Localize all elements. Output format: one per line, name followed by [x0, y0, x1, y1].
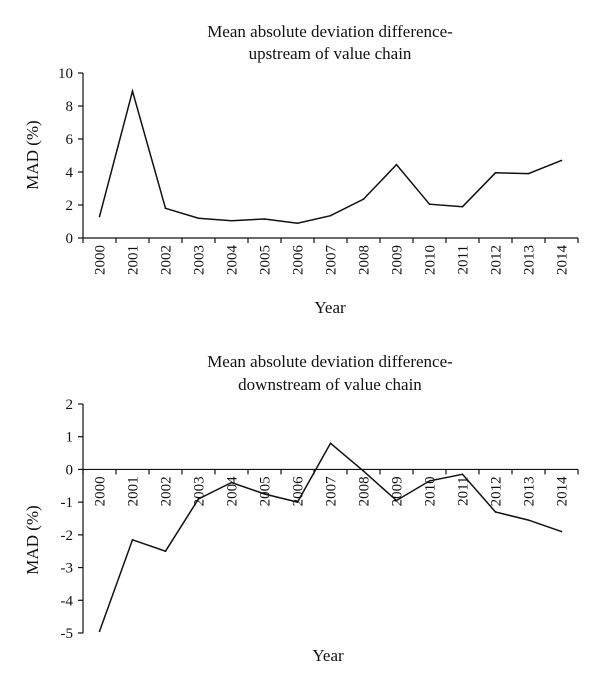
y-tick-label: 2	[66, 198, 74, 214]
data-point	[494, 511, 497, 513]
x-tick-label: 2012	[489, 245, 505, 275]
x-tick-label: 2008	[357, 476, 373, 506]
x-tick-label: 2007	[324, 476, 340, 507]
data-point	[98, 630, 101, 633]
series	[98, 442, 563, 633]
y-tick-label: -1	[61, 495, 74, 511]
data-point	[230, 481, 233, 484]
data-point	[461, 205, 464, 208]
y-axis-label: MAD (%)	[23, 505, 42, 574]
data-point	[560, 530, 563, 533]
data-point	[329, 442, 332, 445]
y-tick-label: 2	[66, 397, 74, 413]
y-tick-label: 0	[66, 462, 74, 478]
x-tick-label: 2014	[555, 476, 571, 507]
x-tick-label: 2009	[390, 245, 406, 275]
x-tick-label: 2006	[291, 476, 307, 507]
chart-title-line-1: Mean absolute deviation difference-	[207, 22, 453, 41]
y-tick-label: 6	[66, 132, 74, 148]
data-point	[395, 163, 398, 166]
x-tick-label: 2010	[423, 245, 439, 275]
x-tick-label: 2007	[324, 245, 340, 276]
x-tick-label: 2003	[192, 476, 208, 506]
x-tick-label: 2008	[357, 245, 373, 275]
x-ticks: 2000 2001 2002 2003 2004 2005 2006 2007 2008 2009…	[82, 469, 579, 507]
y-tick-label: 1	[66, 430, 74, 446]
x-tick-label: 2014	[555, 245, 571, 276]
downstream-chart: Mean absolute deviation difference- down…	[23, 352, 579, 665]
series-line	[98, 88, 562, 224]
data-point	[131, 90, 134, 92]
y-ticks: 0 2 4 6 8 10	[58, 66, 83, 247]
x-tick-label: 2004	[225, 245, 241, 276]
chart-title-line-2: downstream of value chain	[238, 375, 422, 394]
series	[98, 88, 563, 224]
x-tick-label: 2010	[423, 476, 439, 506]
data-point	[362, 470, 365, 472]
data-point	[362, 198, 365, 201]
data-point	[428, 480, 431, 482]
data-point	[230, 219, 233, 222]
y-tick-label: -4	[61, 593, 74, 609]
y-tick-label: 10	[58, 66, 73, 82]
x-tick-label: 2002	[159, 476, 175, 506]
data-point	[296, 501, 299, 503]
x-tick-label: 2005	[258, 476, 274, 506]
axes	[82, 73, 578, 239]
upstream-chart: Mean absolute deviation difference- upst…	[23, 22, 579, 317]
x-tick-label: 2013	[522, 245, 538, 275]
x-tick-label: 2001	[126, 476, 142, 506]
x-tick-label: 2011	[456, 476, 472, 505]
y-tick-label: -2	[61, 528, 74, 544]
y-tick-label: 8	[66, 99, 74, 115]
x-tick-label: 2002	[159, 245, 175, 275]
y-tick-label: 0	[66, 231, 74, 247]
data-point	[131, 538, 134, 541]
data-point	[461, 473, 464, 476]
data-point	[329, 214, 332, 217]
data-point	[98, 215, 101, 218]
x-tick-label: 2001	[126, 245, 142, 275]
data-point	[197, 498, 200, 500]
chart-title-line-1: Mean absolute deviation difference-	[207, 352, 453, 371]
x-axis-label: Year	[314, 298, 346, 317]
data-point	[164, 207, 167, 210]
x-tick-label: 2009	[390, 476, 406, 506]
data-point	[494, 172, 497, 174]
data-point	[296, 222, 299, 224]
chart-title-line-2: upstream of value chain	[249, 44, 412, 63]
y-axis-label: MAD (%)	[23, 120, 42, 189]
data-point	[560, 159, 563, 162]
x-ticks: 2000 2001 2002 2003 2004 2005 2006 2007 2008 2009…	[82, 238, 579, 276]
series-line	[98, 442, 562, 632]
x-tick-label: 2004	[225, 476, 241, 507]
x-tick-label: 2006	[291, 245, 307, 276]
data-point	[527, 519, 530, 521]
data-point	[395, 499, 398, 502]
x-axis-label: Year	[312, 646, 344, 665]
axes	[82, 404, 578, 633]
data-point	[263, 218, 266, 220]
y-ticks: -5 -4 -3 -2 -1 0 1 2	[61, 397, 83, 642]
x-tick-label: 2000	[93, 245, 109, 275]
data-point	[197, 217, 200, 219]
x-tick-label: 2003	[192, 245, 208, 275]
x-tick-label: 2012	[489, 476, 505, 506]
data-point	[527, 172, 530, 175]
y-tick-label: -5	[61, 626, 74, 642]
x-tick-label: 2013	[522, 476, 538, 506]
y-tick-label: -3	[61, 561, 74, 577]
x-tick-label: 2005	[258, 245, 274, 275]
data-point	[428, 203, 431, 205]
x-tick-label: 2011	[456, 245, 472, 274]
data-point	[164, 550, 167, 553]
x-tick-label: 2000	[93, 476, 109, 506]
y-tick-label: 4	[66, 165, 74, 181]
data-point	[263, 493, 266, 495]
